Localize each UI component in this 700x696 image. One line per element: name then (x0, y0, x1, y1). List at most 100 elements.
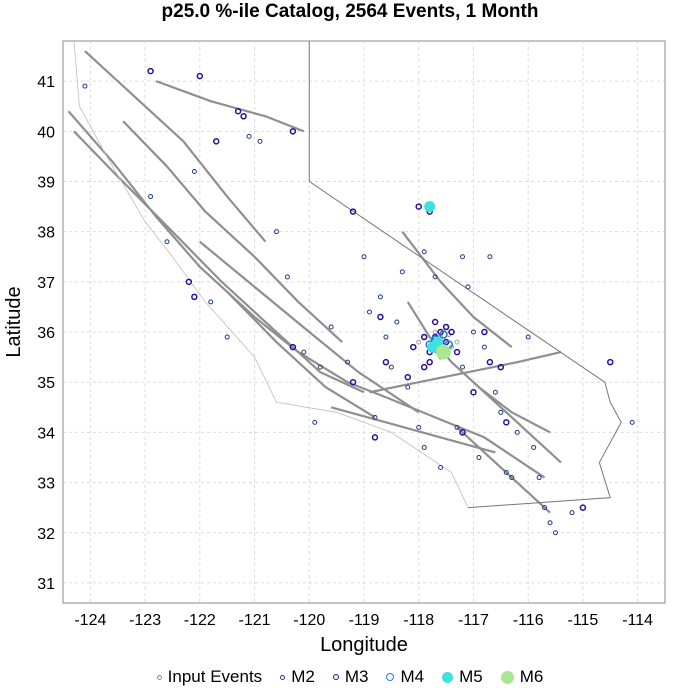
event-marker-m2 (553, 530, 559, 536)
scatter-chart: -124 -123 -122 -121 -120 -119 -118 -117 -116 -115… (3, 40, 666, 656)
event-marker-m3 (349, 208, 357, 215)
state-borders (73, 40, 622, 509)
fault-trace (330, 406, 496, 454)
event-marker-m3 (453, 348, 461, 356)
event-marker-m2 (421, 249, 427, 255)
event-marker-m3 (185, 278, 193, 286)
event-marker-m3 (147, 67, 154, 75)
event-marker-m3 (212, 138, 220, 145)
y-tick-label: 33 (37, 476, 55, 493)
event-marker-m3 (470, 389, 477, 396)
x-tick-label: -120 (293, 612, 325, 629)
event-marker-m2 (569, 510, 575, 516)
x-tick-label: -116 (513, 612, 544, 629)
fault-trace (199, 240, 420, 414)
x-tick-label: -114 (622, 612, 653, 629)
event-marker-m3 (196, 72, 204, 80)
event-marker-m2 (629, 419, 635, 425)
chart-title: p25.0 %-ile Catalog, 2564 Events, 1 Mont… (161, 1, 539, 22)
legend-item-m2: M2 (280, 667, 315, 687)
event-marker-m3 (607, 358, 614, 366)
event-marker-m3 (459, 429, 466, 436)
event-marker-m3 (191, 293, 198, 301)
x-tick-label: -122 (184, 612, 216, 629)
event-marker-m2 (82, 83, 88, 89)
event-marker-m2 (273, 229, 279, 235)
legend-symbol-m2 (280, 674, 286, 680)
x-tick-label: -124 (74, 612, 106, 629)
event-marker-m3 (371, 434, 379, 441)
event-marker-m2 (498, 409, 504, 415)
event-marker-m3 (426, 358, 433, 366)
y-tick-labels: 31 32 33 34 35 36 37 38 39 40 41 (37, 74, 55, 593)
state-border-line (308, 41, 622, 509)
x-tick-label: -121 (239, 612, 271, 629)
legend-symbol-input-events (156, 674, 162, 680)
legend-label-m5: M5 (459, 667, 483, 686)
event-marker-m3 (289, 128, 297, 135)
event-marker-m3 (420, 333, 428, 341)
y-tick-label: 35 (37, 375, 55, 392)
event-marker-m2 (460, 364, 466, 370)
fault-trace (456, 426, 551, 514)
event-marker-m2 (421, 444, 427, 450)
y-tick-label: 31 (37, 576, 55, 593)
event-marker-m3 (486, 358, 494, 366)
event-marker-m2 (328, 324, 334, 330)
event-marker-m3 (437, 328, 444, 336)
fault-trace (401, 231, 513, 348)
legend-symbol-m6 (500, 670, 514, 684)
x-axis-label: Longitude (320, 634, 408, 656)
event-marker-m3 (349, 378, 357, 386)
event-marker-m3 (289, 343, 297, 351)
event-marker-m5 (424, 201, 436, 213)
event-marker-m4 (439, 330, 448, 339)
x-tick-label: -115 (567, 612, 598, 629)
event-marker-m2 (284, 274, 290, 280)
event-marker-m2 (531, 444, 537, 450)
event-marker-m2 (372, 414, 378, 420)
fault-trace (84, 50, 267, 243)
x-tick-label: -119 (349, 612, 380, 629)
event-marker-m6 (435, 344, 451, 360)
y-tick-label: 38 (37, 225, 55, 242)
event-marker-m3 (404, 373, 412, 381)
fault-trace (73, 130, 365, 394)
fault-trace (226, 291, 376, 419)
y-tick-label: 37 (37, 275, 55, 292)
event-marker-input-events (454, 339, 460, 345)
event-marker-m2 (536, 475, 542, 481)
fault-trace (472, 381, 562, 464)
event-marker-m3 (410, 343, 417, 351)
event-marker-m2 (399, 269, 405, 275)
event-marker-m2 (345, 359, 351, 365)
event-marker-m3 (420, 363, 428, 371)
event-marker-m3 (503, 419, 510, 426)
event-marker-m2 (394, 319, 400, 325)
event-marker-m3 (415, 203, 422, 210)
fault-trace (369, 351, 562, 394)
y-tick-label: 36 (37, 325, 55, 342)
event-marker-m2 (438, 465, 444, 471)
x-tick-label: -118 (403, 612, 434, 629)
event-marker-m2 (312, 419, 318, 425)
y-tick-label: 39 (37, 175, 55, 192)
event-marker-m2 (509, 475, 515, 481)
event-marker-m3 (240, 113, 247, 120)
grid-lines (63, 41, 665, 603)
legend-label-m2: M2 (291, 667, 315, 686)
event-markers (82, 67, 635, 536)
y-axis-label: Latitude (3, 286, 25, 357)
event-marker-m2 (465, 284, 471, 290)
event-marker-m2 (470, 329, 476, 335)
event-marker-m2 (487, 254, 493, 260)
event-marker-m2 (416, 424, 422, 430)
event-marker-m2 (317, 364, 323, 370)
event-marker-m2 (432, 274, 438, 280)
event-marker-m2 (547, 520, 553, 526)
legend-label-m4: M4 (400, 667, 425, 686)
event-marker-m2 (148, 194, 154, 200)
event-marker-m3 (382, 358, 390, 366)
legend-item-m6: M6 (500, 667, 543, 687)
event-marker-m2 (257, 138, 263, 144)
